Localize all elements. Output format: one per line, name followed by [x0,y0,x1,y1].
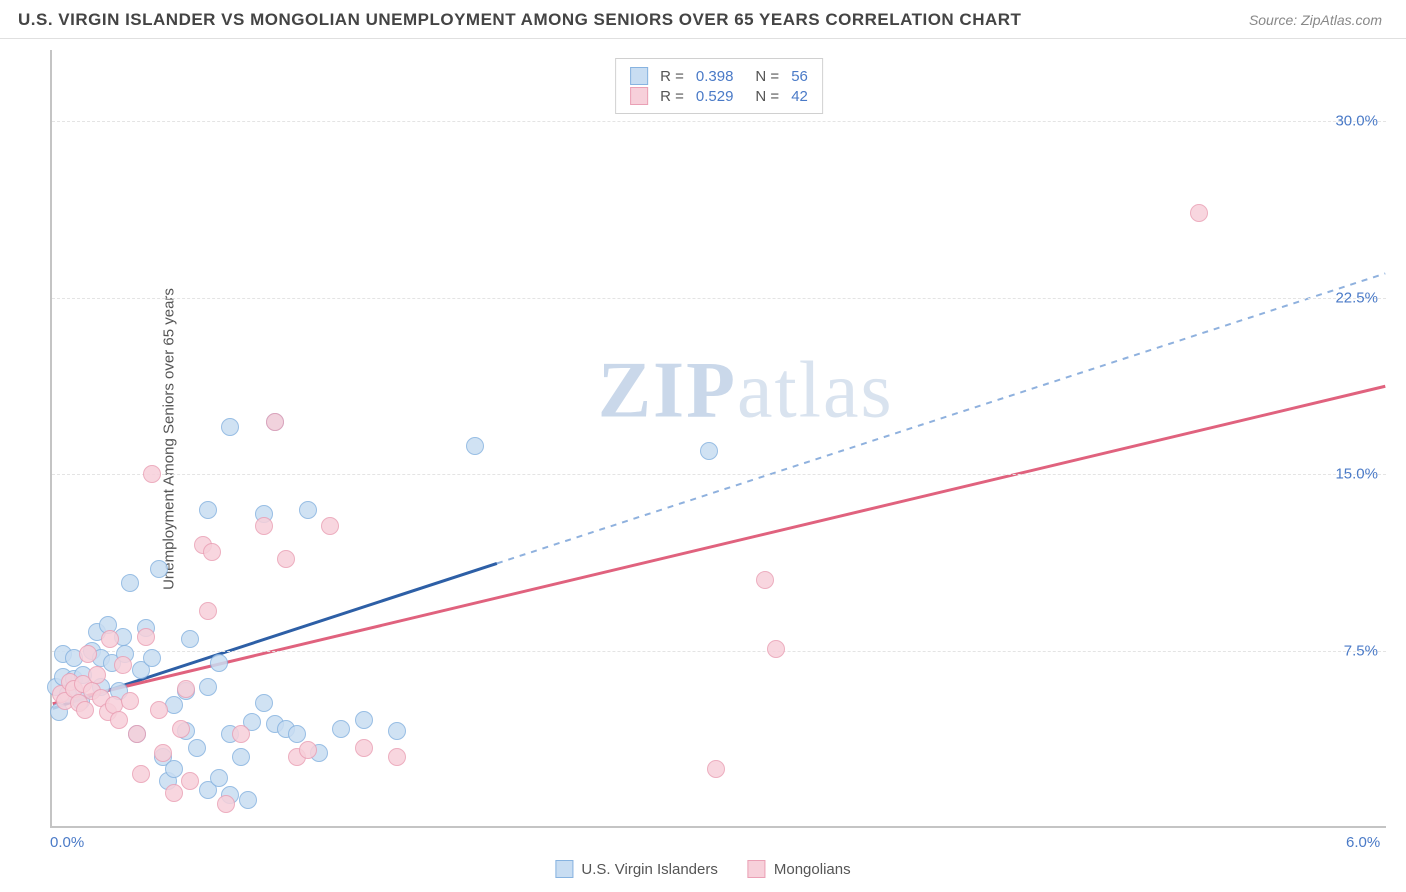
data-point [232,748,250,766]
data-point [199,602,217,620]
data-point [150,560,168,578]
data-point [255,694,273,712]
data-point [143,465,161,483]
xtick-label: 0.0% [50,834,84,851]
data-point [332,720,350,738]
data-point [172,720,190,738]
data-point [299,741,317,759]
data-point [76,701,94,719]
data-point [132,765,150,783]
ytick-label: 15.0% [1335,466,1378,483]
data-point [355,739,373,757]
data-point [355,711,373,729]
data-point [288,725,306,743]
ytick-label: 22.5% [1335,289,1378,306]
data-point [181,630,199,648]
ytick-label: 30.0% [1335,112,1378,129]
legend-item-usvi: U.S. Virgin Islanders [555,860,717,878]
data-point [1190,204,1208,222]
data-point [756,571,774,589]
data-point [217,795,235,813]
data-point [299,501,317,519]
data-point [143,649,161,667]
data-point [767,640,785,658]
data-point [321,517,339,535]
trend-lines [52,50,1386,826]
data-point [255,517,273,535]
swatch-icon [630,87,648,105]
legend: U.S. Virgin Islanders Mongolians [555,860,850,878]
data-point [88,666,106,684]
source-text: Source: ZipAtlas.com [1249,12,1382,28]
legend-label: Mongolians [774,861,851,878]
data-point [199,678,217,696]
correl-row-usvi: R = 0.398 N = 56 [630,67,808,85]
data-point [388,722,406,740]
data-point [210,654,228,672]
gridline [52,474,1386,475]
chart-area: Unemployment Among Seniors over 65 years… [46,50,1386,828]
data-point [210,769,228,787]
data-point [110,711,128,729]
data-point [150,701,168,719]
legend-item-mong: Mongolians [748,860,851,878]
data-point [700,442,718,460]
title-bar: U.S. VIRGIN ISLANDER VS MONGOLIAN UNEMPL… [0,0,1406,39]
chart-title: U.S. VIRGIN ISLANDER VS MONGOLIAN UNEMPL… [18,10,1021,30]
correlation-box: R = 0.398 N = 56 R = 0.529 N = 42 [615,58,823,114]
data-point [203,543,221,561]
data-point [121,692,139,710]
data-point [101,630,119,648]
data-point [165,760,183,778]
data-point [79,645,97,663]
swatch-icon [748,860,766,878]
data-point [188,739,206,757]
gridline [52,298,1386,299]
ytick-label: 7.5% [1344,643,1378,660]
swatch-icon [555,860,573,878]
correl-row-mong: R = 0.529 N = 42 [630,87,808,105]
data-point [199,501,217,519]
data-point [154,744,172,762]
data-point [177,680,195,698]
data-point [239,791,257,809]
data-point [121,574,139,592]
data-point [707,760,725,778]
data-point [137,628,155,646]
gridline [52,651,1386,652]
legend-label: U.S. Virgin Islanders [581,861,717,878]
data-point [221,418,239,436]
gridline [52,121,1386,122]
swatch-icon [630,67,648,85]
data-point [181,772,199,790]
data-point [114,656,132,674]
data-point [266,413,284,431]
plot-region: ZIPatlas R = 0.398 N = 56 R = 0.529 N = … [50,50,1386,828]
data-point [277,550,295,568]
data-point [165,784,183,802]
data-point [388,748,406,766]
xtick-label: 6.0% [1346,834,1380,851]
data-point [232,725,250,743]
watermark: ZIPatlas [598,346,894,437]
data-point [466,437,484,455]
data-point [128,725,146,743]
